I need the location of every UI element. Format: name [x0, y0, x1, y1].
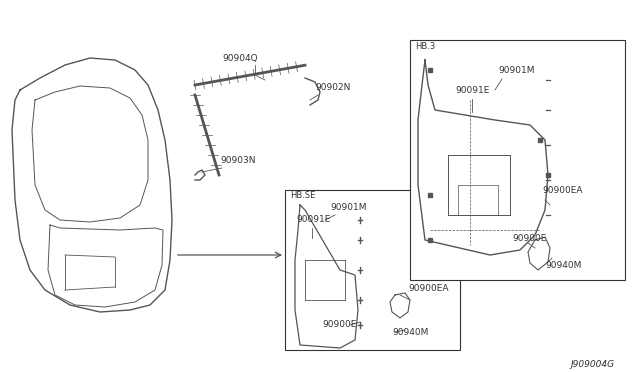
Text: 90900EA: 90900EA — [542, 186, 582, 195]
Bar — [285, 190, 460, 350]
Text: 90901M: 90901M — [498, 66, 534, 75]
Text: HB.SE: HB.SE — [290, 191, 316, 200]
Text: 90900EA: 90900EA — [408, 284, 449, 293]
Text: 90901M: 90901M — [330, 203, 367, 212]
Bar — [410, 40, 625, 280]
Text: HB.3: HB.3 — [415, 42, 435, 51]
Text: J909004G: J909004G — [570, 360, 614, 369]
Text: 90091E: 90091E — [455, 86, 490, 95]
Text: 90902N: 90902N — [315, 83, 350, 92]
Text: 90900E: 90900E — [512, 234, 547, 243]
Text: 90904Q: 90904Q — [222, 54, 258, 63]
Text: 90091E: 90091E — [296, 215, 330, 224]
Text: 90903N: 90903N — [220, 156, 255, 165]
Text: 90940M: 90940M — [392, 328, 428, 337]
Text: 90900E: 90900E — [322, 320, 356, 329]
Text: 90940M: 90940M — [545, 261, 581, 270]
